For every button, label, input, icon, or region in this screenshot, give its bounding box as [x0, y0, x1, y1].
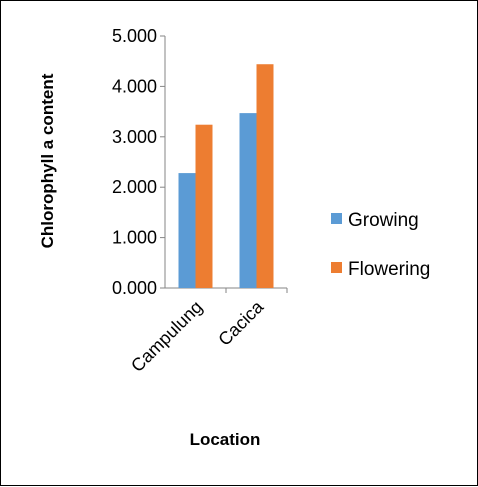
legend-swatch-growing	[331, 213, 342, 224]
bar-growing-cacica	[239, 113, 257, 288]
x-tick-label: Cacica	[214, 296, 268, 350]
y-tick-label: 3.000	[112, 127, 157, 147]
bar-growing-campulung	[178, 173, 196, 288]
x-tick-labels: Campulung Cacica	[127, 296, 268, 376]
y-axis-title: Chlorophyll a content	[38, 73, 57, 248]
legend-swatch-flowering	[331, 262, 342, 273]
y-tick-label: 2.000	[112, 177, 157, 197]
bar-flowering-cacica	[256, 64, 274, 288]
legend-label-growing: Growing	[348, 210, 419, 231]
x-axis-title: Location	[190, 430, 261, 449]
y-tick-labels: 0.000 1.000 2.000 3.000 4.000 5.000	[112, 26, 157, 298]
y-tick-label: 1.000	[112, 228, 157, 248]
bar-flowering-campulung	[195, 124, 213, 288]
y-tick-label: 5.000	[112, 26, 157, 46]
y-tick-label: 0.000	[112, 278, 157, 298]
legend: Growing Flowering	[331, 210, 430, 280]
bar-series	[178, 64, 274, 288]
y-tick-label: 4.000	[112, 76, 157, 96]
legend-label-flowering: Flowering	[348, 259, 430, 280]
x-tick-label: Campulung	[127, 297, 206, 376]
